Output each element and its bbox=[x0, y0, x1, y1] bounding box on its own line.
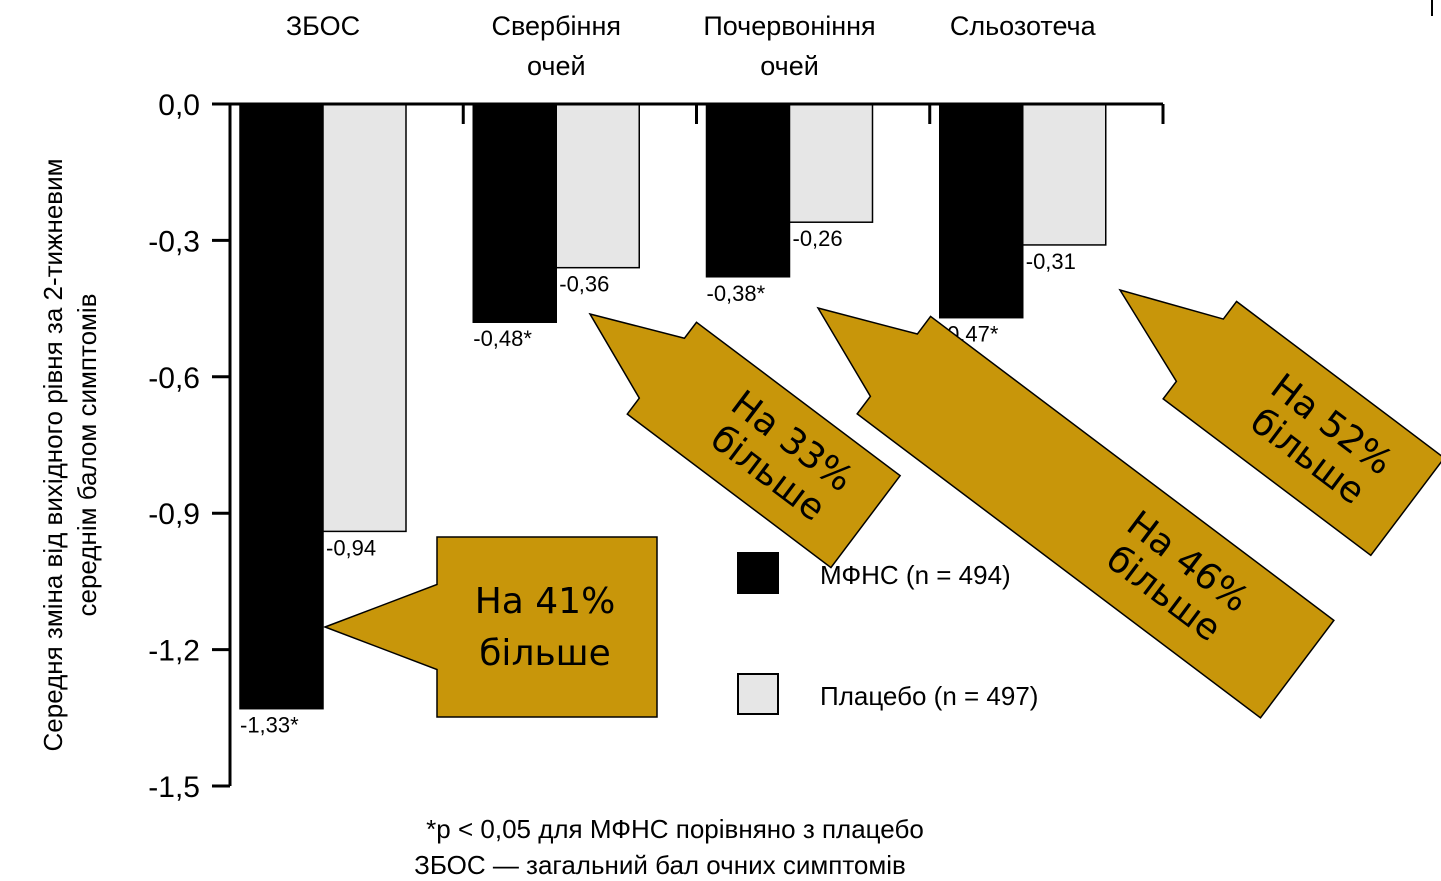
category-label-2-line-1: очей bbox=[760, 51, 819, 81]
bar-placebo-0 bbox=[322, 103, 407, 533]
callout-text-0-line-0: На 41% bbox=[475, 581, 616, 622]
bar-placebo-2 bbox=[788, 103, 874, 223]
y-tick-label-1: -0,3 bbox=[148, 225, 200, 258]
bar-mfns-0 bbox=[239, 103, 324, 710]
data-label-placebo-0: -0,94 bbox=[326, 535, 376, 560]
footnote-significance: *р < 0,05 для МФНС порівняно з плацебо bbox=[426, 814, 924, 844]
bar-placebo-1 bbox=[555, 103, 640, 269]
legend-label-mfns: МФНС (n = 494) bbox=[820, 560, 1011, 590]
footnote-abbreviation: ЗБОС — загальний бал очних симптомів bbox=[414, 850, 906, 880]
data-label-mfns-1: -0,48* bbox=[473, 326, 532, 351]
legend-swatch-mfns bbox=[737, 552, 779, 594]
callout-shape-3 bbox=[1118, 288, 1441, 557]
bar-mfns-1 bbox=[472, 103, 557, 323]
callout-shape-0 bbox=[322, 536, 658, 718]
category-label-1-line-1: очей bbox=[527, 51, 586, 81]
callout-shape-1 bbox=[588, 312, 902, 569]
category-label-1-line-0: Свербіння bbox=[492, 11, 621, 41]
y-tick-label-3: -0,9 bbox=[148, 498, 200, 531]
callout-arrow-1: На 33%більше bbox=[588, 312, 902, 569]
y-axis-title-line-2: середнім балом симптомів bbox=[72, 293, 102, 616]
callout-shape-2 bbox=[816, 306, 1335, 719]
data-label-mfns-0: -1,33* bbox=[240, 713, 299, 738]
y-axis-title: Середня зміна від вихідного рівня за 2-т… bbox=[38, 159, 102, 752]
data-label-mfns-2: -0,38* bbox=[707, 281, 766, 306]
bar-placebo-3 bbox=[1022, 103, 1107, 246]
legend-swatch-placebo bbox=[737, 673, 779, 715]
y-tick-label-4: -1,2 bbox=[148, 635, 200, 668]
callout-arrow-2: На 46%більше bbox=[816, 306, 1335, 719]
y-tick-label-0: 0,0 bbox=[158, 89, 200, 122]
y-tick-label-2: -0,6 bbox=[148, 362, 200, 395]
y-axis-title-line-1: Середня зміна від вихідного рівня за 2-т… bbox=[38, 159, 68, 752]
y-tick-label-5: -1,5 bbox=[148, 771, 200, 804]
category-label-2-line-0: Почервоніння bbox=[703, 11, 875, 41]
data-label-placebo-1: -0,36 bbox=[559, 272, 609, 297]
bar-mfns-3 bbox=[939, 103, 1024, 319]
category-label-0-line-0: ЗБОС bbox=[286, 11, 360, 41]
data-label-placebo-2: -0,26 bbox=[793, 226, 843, 251]
callout-arrow-0: На 41% більше bbox=[322, 536, 658, 718]
callout-text-0-line-1: більше bbox=[479, 633, 611, 674]
category-label-3-line-0: Сльозотеча bbox=[950, 11, 1097, 41]
legend-label-placebo: Плацебо (n = 497) bbox=[820, 681, 1038, 711]
data-label-placebo-3: -0,31 bbox=[1026, 249, 1076, 274]
bar-mfns-2 bbox=[705, 103, 791, 278]
